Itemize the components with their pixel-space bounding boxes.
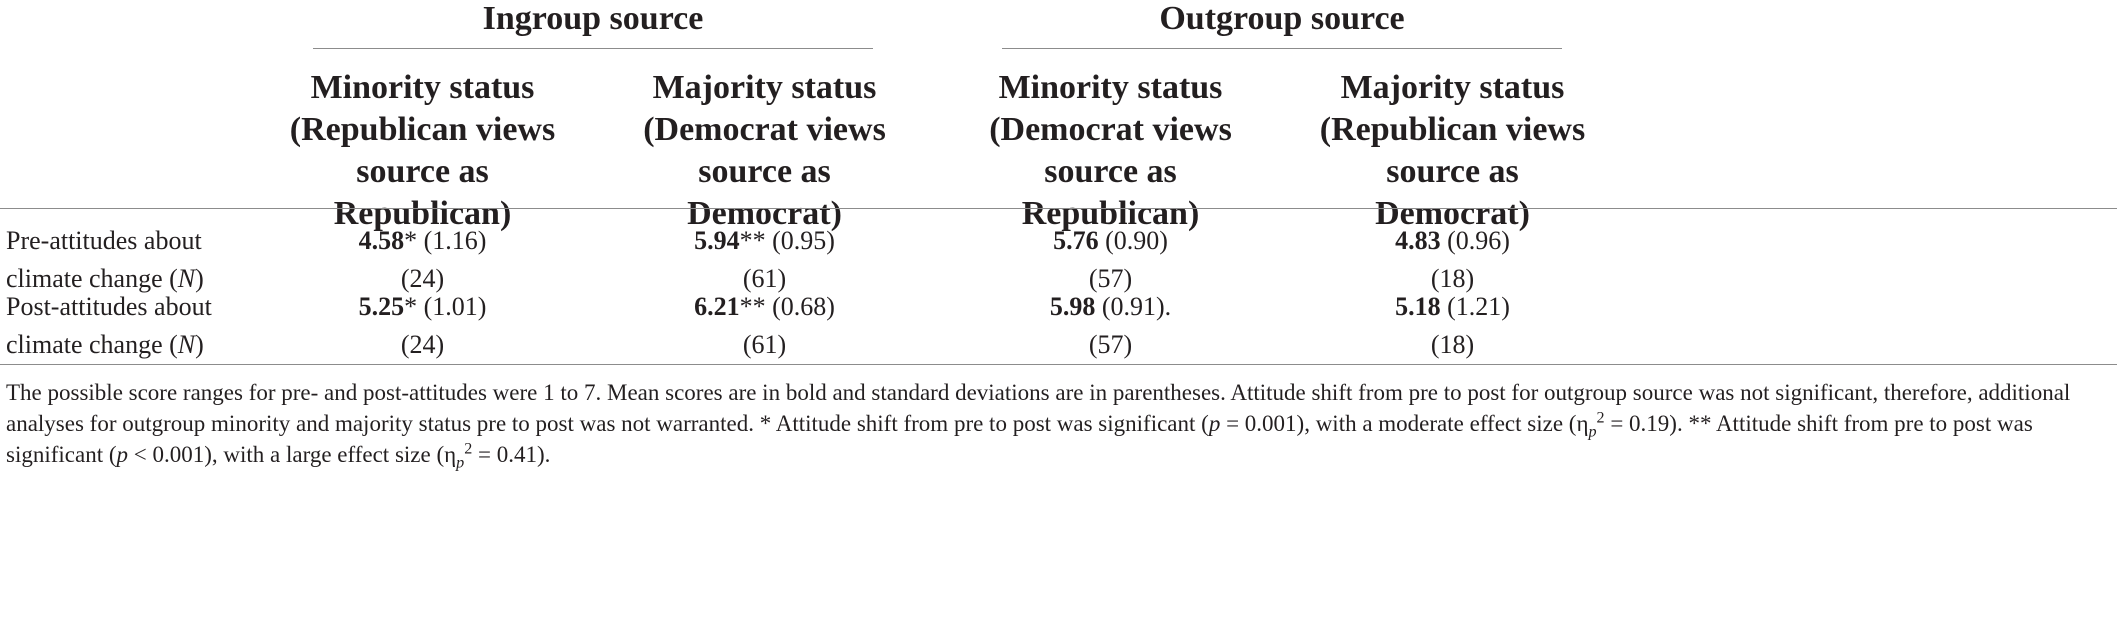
group-header-ingroup: Ingroup source <box>482 0 704 37</box>
table-cell: 5.76 (0.90) (57) <box>1053 226 1168 293</box>
column-header-ingroup-majority: Majority status (Democrat views source a… <box>643 69 886 232</box>
row-label-pre-attitudes: Pre-attitudes about climate change (N) <box>6 226 204 293</box>
table-bottom-rule <box>0 364 2117 365</box>
table-cell: 5.18 (1.21) (18) <box>1395 292 1510 359</box>
table-footnote: The possible score ranges for pre- and p… <box>6 380 2071 472</box>
group-header-outgroup: Outgroup source <box>1159 0 1405 37</box>
row-label-post-attitudes: Post-attitudes about climate change (N) <box>6 292 212 359</box>
table-cell: 5.94** (0.95) (61) <box>694 226 835 293</box>
table-cell: 5.98 (0.91). (57) <box>1049 292 1172 359</box>
table-cell: 6.21** (0.68) (61) <box>694 292 835 359</box>
table-cell: 4.58* (1.16) (24) <box>358 226 487 293</box>
ingroup-rule <box>313 48 873 49</box>
column-header-outgroup-minority: Minority status (Democrat views source a… <box>989 69 1232 232</box>
header-rule <box>0 208 2117 209</box>
table-cell: 4.83 (0.96) (18) <box>1395 226 1510 293</box>
outgroup-rule <box>1002 48 1562 49</box>
column-header-outgroup-majority: Majority status (Republican views source… <box>1319 69 1586 232</box>
table-cell: 5.25* (1.01) (24) <box>358 292 487 359</box>
column-header-ingroup-minority: Minority status (Republican views source… <box>289 69 556 232</box>
